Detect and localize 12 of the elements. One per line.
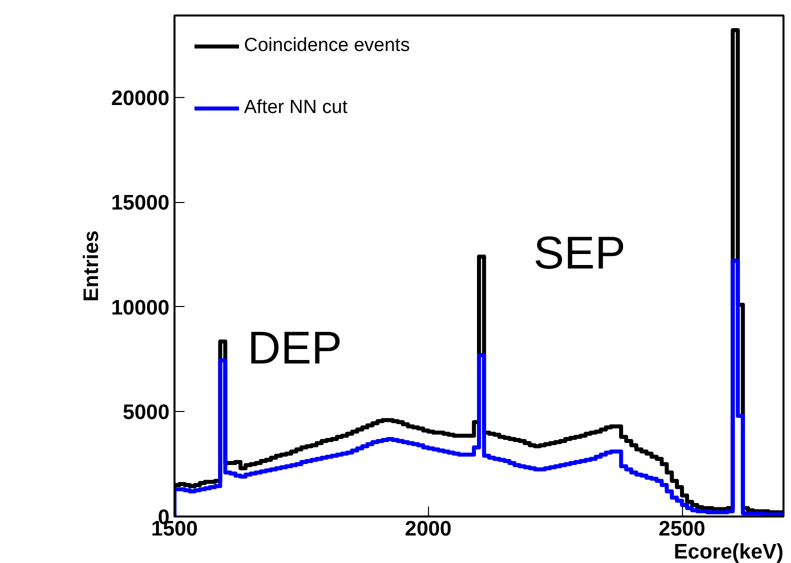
legend-label: After NN cut [244,97,348,119]
legend-label: Coincidence events [244,35,410,57]
y-tick-label: 20000 [111,86,170,110]
y-tick-label: 10000 [111,296,170,320]
y-tick-label: 15000 [111,192,170,215]
x-tick-label: 2500 [658,518,706,540]
y-tick-label: 5000 [122,401,170,424]
x-axis-title: Ecore(keV) [674,540,784,563]
annotation: DEP [248,322,342,374]
annotation: SEP [534,226,626,278]
x-tick-label: 2000 [404,518,452,540]
y-axis-title: Entries [80,230,104,302]
